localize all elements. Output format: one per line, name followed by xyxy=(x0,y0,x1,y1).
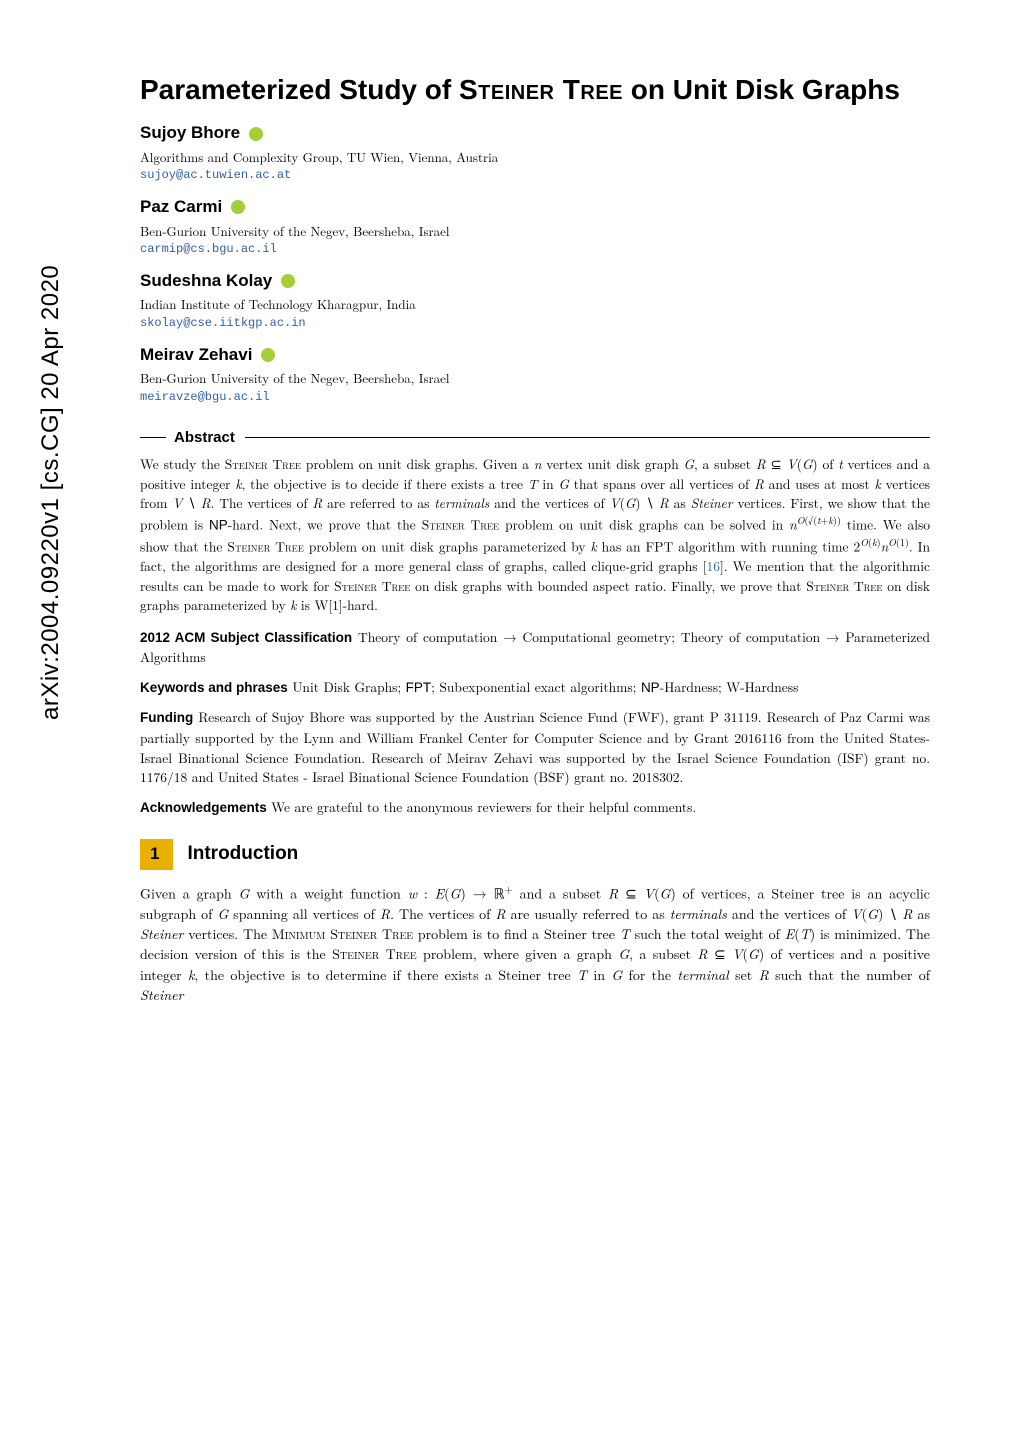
abstract-label: Abstract xyxy=(174,427,235,449)
section-title: Introduction xyxy=(187,843,298,864)
author-affil-2: Indian Institute of Technology Kharagpur… xyxy=(140,295,930,314)
author-name-2-text: Sudeshna Kolay xyxy=(140,271,272,290)
title-sc: Steiner Tree xyxy=(459,74,623,105)
author-name-3: Meirav Zehavi xyxy=(140,343,930,368)
funding-label: Funding xyxy=(140,710,193,725)
keywords-block: Keywords and phrases Unit Disk Graphs; F… xyxy=(140,677,930,698)
author-email-1[interactable]: carmip@cs.bgu.ac.il xyxy=(140,241,930,258)
author-name-0-text: Sujoy Bhore xyxy=(140,123,240,142)
abstract-text: We study the Steiner Tree problem on uni… xyxy=(140,454,930,615)
author-name-1-text: Paz Carmi xyxy=(140,197,222,216)
author-affil-3: Ben-Gurion University of the Negev, Beer… xyxy=(140,369,930,388)
author-block: Meirav Zehavi Ben-Gurion University of t… xyxy=(140,343,930,407)
keywords-text: Unit Disk Graphs; FPT; Subexponential ex… xyxy=(292,677,798,696)
author-affil-0: Algorithms and Complexity Group, TU Wien… xyxy=(140,148,930,167)
author-name-3-text: Meirav Zehavi xyxy=(140,345,252,364)
rule-left xyxy=(140,437,166,438)
rule-right xyxy=(245,437,930,438)
ack-block: Acknowledgements We are grateful to the … xyxy=(140,797,930,818)
paper-title: Parameterized Study of Steiner Tree on U… xyxy=(140,72,930,107)
section-number-badge: 1 xyxy=(140,839,173,870)
author-block: Sujoy Bhore Algorithms and Complexity Gr… xyxy=(140,121,930,185)
orcid-icon xyxy=(261,348,275,362)
section-heading: 1 Introduction xyxy=(140,839,930,870)
funding-block: Funding Research of Sujoy Bhore was supp… xyxy=(140,707,930,786)
author-affil-1: Ben-Gurion University of the Negev, Beer… xyxy=(140,222,930,241)
acm-label: 2012 ACM Subject Classification xyxy=(140,630,352,645)
author-block: Paz Carmi Ben-Gurion University of the N… xyxy=(140,195,930,259)
ack-label: Acknowledgements xyxy=(140,800,267,815)
funding-text: Research of Sujoy Bhore was supported by… xyxy=(140,707,930,786)
author-name-2: Sudeshna Kolay xyxy=(140,269,930,294)
author-email-3[interactable]: meiravze@bgu.ac.il xyxy=(140,389,930,406)
author-name-1: Paz Carmi xyxy=(140,195,930,220)
orcid-icon xyxy=(249,127,263,141)
ack-text: We are grateful to the anonymous reviewe… xyxy=(271,797,696,816)
author-email-0[interactable]: sujoy@ac.tuwien.ac.at xyxy=(140,167,930,184)
intro-paragraph: Given a graph G with a weight function w… xyxy=(140,882,930,1005)
author-block: Sudeshna Kolay Indian Institute of Techn… xyxy=(140,269,930,333)
content: Parameterized Study of Steiner Tree on U… xyxy=(140,72,930,1005)
page: arXiv:2004.09220v1 [cs.CG] 20 Apr 2020 P… xyxy=(0,0,1020,1442)
orcid-icon xyxy=(281,274,295,288)
arxiv-stamp: arXiv:2004.09220v1 [cs.CG] 20 Apr 2020 xyxy=(34,265,69,720)
orcid-icon xyxy=(231,200,245,214)
title-suffix: on Unit Disk Graphs xyxy=(623,74,900,105)
author-email-2[interactable]: skolay@cse.iitkgp.ac.in xyxy=(140,315,930,332)
acm-block: 2012 ACM Subject Classification Theory o… xyxy=(140,627,930,667)
title-prefix: Parameterized Study of xyxy=(140,74,459,105)
keywords-label: Keywords and phrases xyxy=(140,680,288,695)
abstract-header: Abstract xyxy=(140,427,930,449)
author-name-0: Sujoy Bhore xyxy=(140,121,930,146)
